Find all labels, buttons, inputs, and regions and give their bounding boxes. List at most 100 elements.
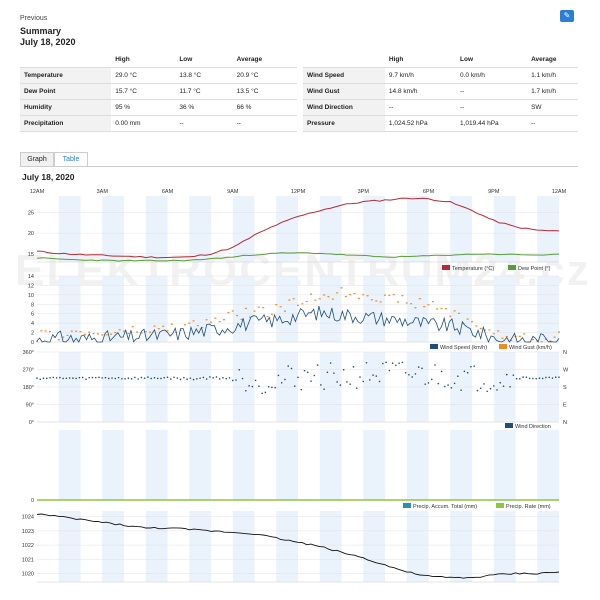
time-tick-label: 12PM [291,189,306,195]
wind-direction-point [408,373,410,376]
wind-gust-mark [440,307,443,310]
wind-gust-mark [79,330,82,333]
wind-gust-mark [257,306,260,308]
table-cell: -- [175,115,233,132]
wind-direction-point [385,361,387,364]
column-header: Average [232,52,297,68]
hour-band [189,430,211,500]
row-label: Pressure [303,115,385,132]
wind-gust-mark [275,304,278,306]
wind-gust-mark [523,333,526,335]
hour-band [189,196,211,262]
wind-direction-point [140,376,143,379]
wind-gust-mark [336,292,339,294]
time-tick-label: 12AM [30,189,45,195]
y-tick-label: 8 [31,302,34,308]
wind-gust-mark [540,341,543,343]
wind-direction-point [45,377,48,380]
table-cell: 0.00 mm [111,115,176,132]
wind-direction-point [450,387,453,389]
table-row: Wind Speed 9.7 km/h 0.0 km/h 1.1 km/h [303,67,578,84]
wind-direction-point [235,379,237,381]
wind-gust-mark [418,298,421,300]
wind-direction-point [502,385,505,387]
wind-direction-point [551,377,554,379]
hour-band [537,430,559,500]
hour-band [58,511,81,582]
wind-direction-point [143,377,146,379]
tab-graph[interactable]: Graph [20,152,54,166]
wind-gust-mark [323,294,326,296]
hour-band [319,276,342,342]
wind-direction-point [153,376,156,379]
table-cell: 29.0 °C [111,67,176,84]
row-label: Humidity [20,99,112,116]
wind-direction-point [466,371,469,374]
wind-direction-point [290,367,293,370]
wind-gust-mark [214,317,217,319]
wind-gust-mark [375,300,378,302]
y-tick-label: 0 [31,340,34,346]
wind-direction-point [68,377,71,379]
wind-gust-mark [349,294,352,296]
wind-gust-mark [405,302,408,304]
view-tabs: Graph Table [20,152,578,167]
wind-gust-mark [210,321,212,323]
hour-band [319,511,342,582]
wind-direction-point [173,376,175,379]
wind-gust-mark [170,323,173,325]
wind-direction-point [506,373,508,376]
table-cell: 1,019.44 hPa [456,115,528,132]
y-tick-label: 270° [23,368,34,374]
wind-gust-mark [40,330,43,332]
wind-gust-mark [162,325,165,327]
wind-direction-point [55,377,58,379]
previous-link[interactable]: Previous [20,15,48,22]
wind-direction-point [231,379,234,382]
wind-direction-point [218,378,221,380]
wind-direction-point [121,377,123,380]
wind-gust-mark [292,298,295,300]
wind-direction-point [310,380,312,382]
wind-direction-point [437,382,440,385]
wind-direction-point [336,381,338,383]
wind-direction-point [427,382,430,384]
wind-gust-mark [196,325,199,327]
wind-gust-mark [510,339,513,342]
wind-direction-point [453,382,456,385]
wind-gust-mark [501,337,504,339]
column-header: Average [527,52,578,68]
wind-gust-mark [92,333,95,335]
wind-gust-mark [53,336,56,338]
wind-gust-mark [101,334,104,336]
hour-band [276,511,298,582]
wind-direction-point [293,385,296,387]
hour-band [145,511,168,582]
wind-direction-point [163,376,166,379]
wind-gust-mark [553,336,556,338]
table-cell: 1.1 km/h [527,67,578,84]
legend-swatch [442,265,450,270]
wind-direction-point [342,368,345,371]
wind-direction-point [88,376,90,379]
edit-button[interactable]: ✎ [560,10,574,22]
y-tick-label: 1024 [22,515,34,521]
table-cell: 13.5 °C [232,83,297,100]
wind-gust-mark [327,296,330,298]
wind-direction-point [150,377,152,380]
table-cell: 14.8 km/h [384,83,456,100]
wind-gust-mark [488,329,491,331]
tab-table[interactable]: Table [54,152,88,166]
table-cell: 20.9 °C [232,67,297,84]
wind-gust-mark [123,330,125,332]
wind-direction-point [473,365,475,367]
table-cell: 11.7 °C [175,83,233,100]
hour-band [232,196,255,262]
wind-direction-point [186,378,188,380]
row-label: Temperature [20,67,112,84]
y-tick-label: 6 [31,312,34,318]
wind-gust-mark [392,293,395,296]
hour-band [406,511,429,582]
wind-gust-mark [166,330,169,332]
wind-direction-point [479,387,482,390]
